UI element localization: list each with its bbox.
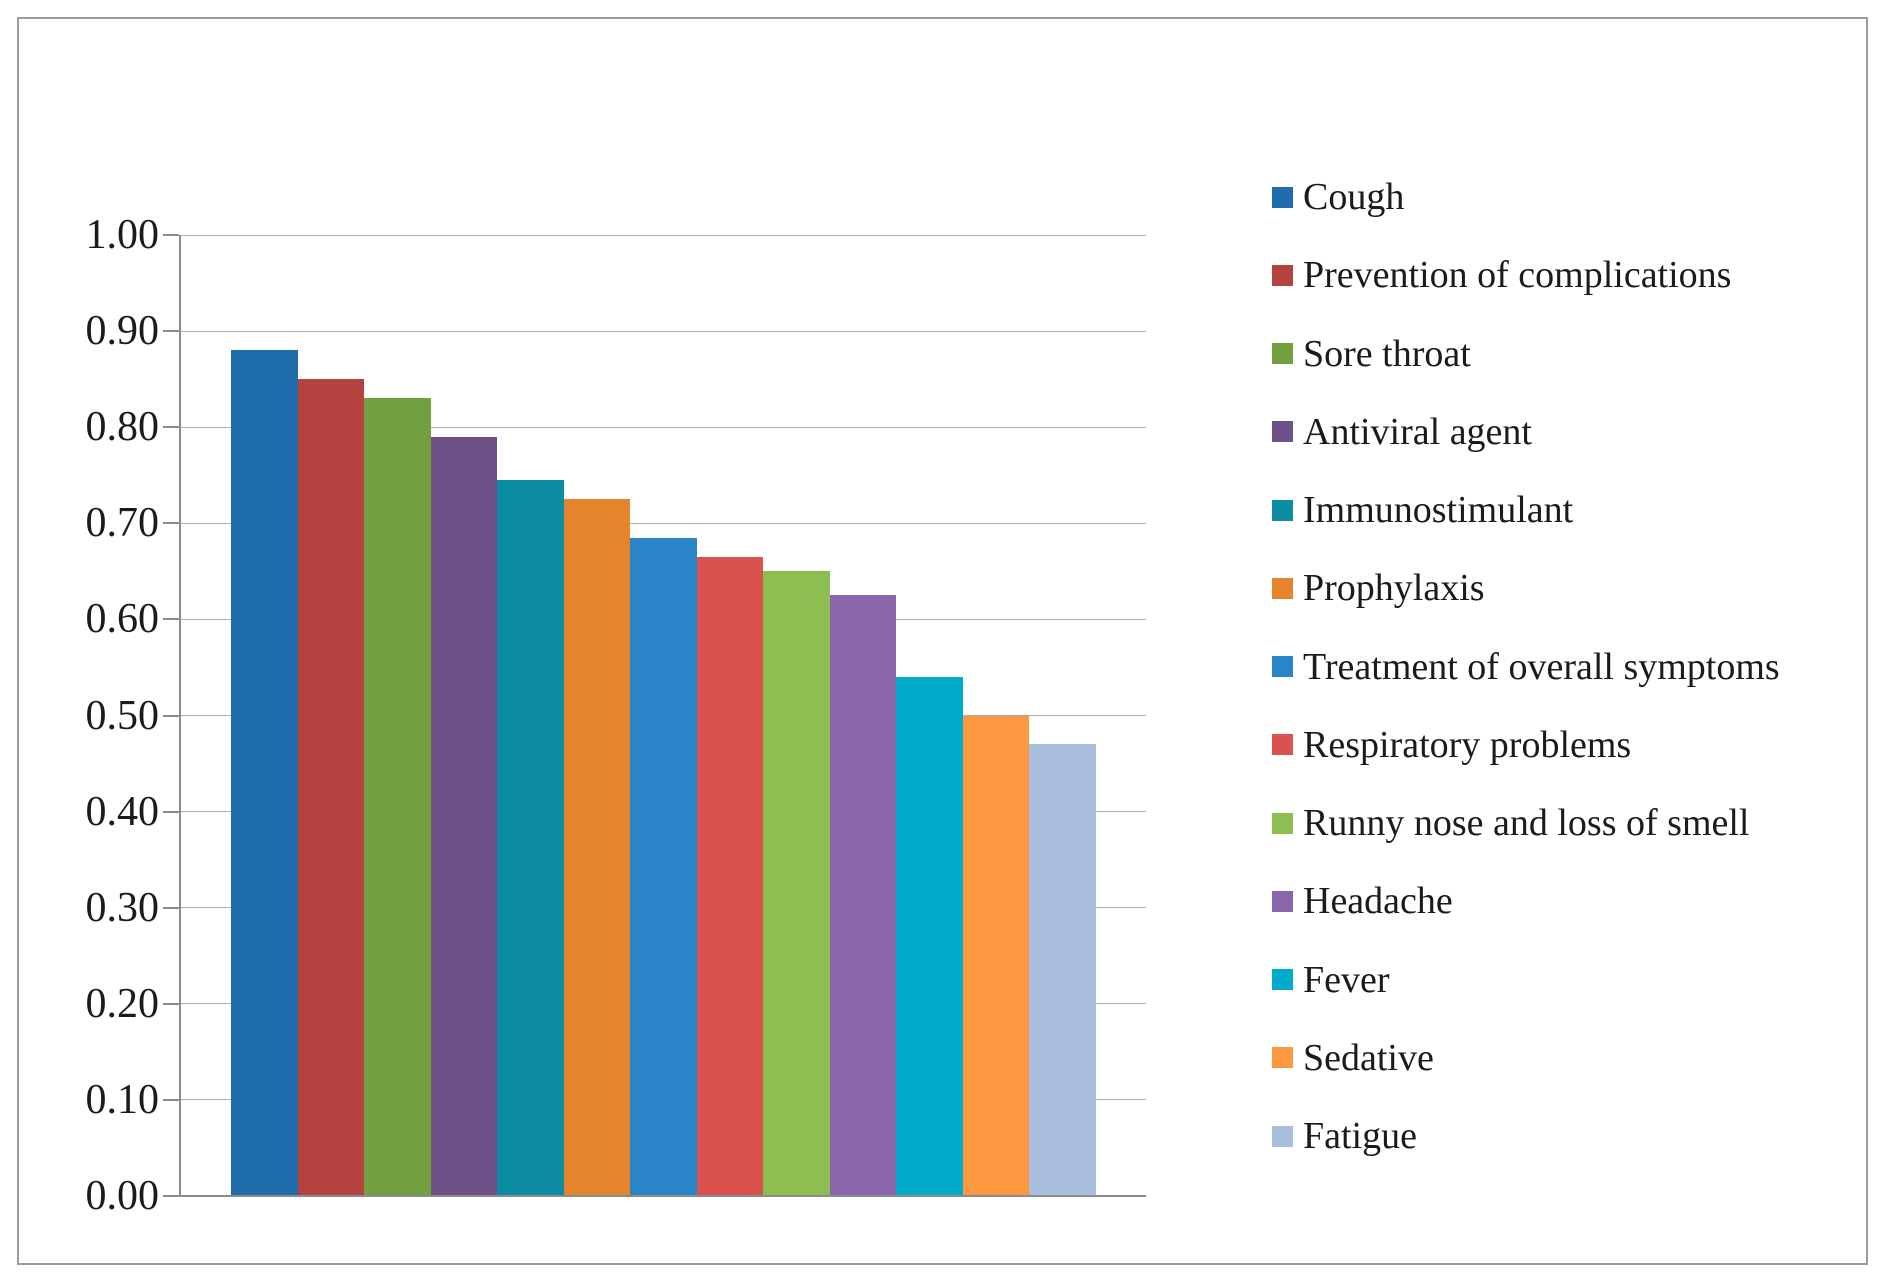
plot-area [163,234,1146,1197]
legend-swatch-prophylaxis [1272,577,1293,599]
legend-label-respiratory-problems: Respiratory problems [1303,723,1632,766]
y-tick-0.40 [163,810,179,813]
legend-swatch-antiviral-agent [1272,421,1293,443]
y-tick-0.20 [163,1002,179,1005]
y-gridline-1.00 [181,234,1146,236]
bar-immunostimulant [497,480,564,1196]
legend-item-runny-nose-and-loss-of-smell: Runny nose and loss of smell [1272,784,1872,862]
y-tick-0.80 [163,426,179,429]
legend-item-antiviral-agent: Antiviral agent [1272,393,1872,471]
y-gridline-0.80 [181,426,1146,428]
legend-label-sore-throat: Sore throat [1303,332,1471,375]
legend-label-treatment-of-overall-symptoms: Treatment of overall symptoms [1303,645,1780,688]
y-tick-0.50 [163,714,179,717]
legend-swatch-cough [1272,186,1293,208]
legend-swatch-runny-nose-and-loss-of-smell [1272,812,1293,834]
legend-label-fever: Fever [1303,958,1390,1001]
legend-item-fever: Fever [1272,941,1872,1019]
y-tick-label-0.40: 0.40 [85,788,160,835]
legend-label-cough: Cough [1303,176,1405,219]
legend-swatch-immunostimulant [1272,499,1293,521]
legend-item-cough: Cough [1272,158,1872,236]
y-gridline-0.70 [181,522,1146,524]
legend-label-prophylaxis: Prophylaxis [1303,567,1485,610]
y-tick-0.00 [163,1195,179,1197]
bar-respiratory-problems [696,556,764,1196]
legend-swatch-sore-throat [1272,343,1293,365]
bar-fatigue [1029,744,1096,1196]
bar-antiviral-agent [430,436,498,1196]
legend-swatch-fatigue [1272,1125,1293,1147]
y-tick-label-0.50: 0.50 [85,692,160,739]
y-tick-0.60 [163,618,179,621]
y-tick-label-0.60: 0.60 [85,596,160,643]
legend-swatch-treatment-of-overall-symptoms [1272,656,1293,678]
y-tick-0.70 [163,522,179,525]
bar-prevention-of-complications [297,379,365,1196]
legend-swatch-prevention-of-complications [1272,264,1293,286]
y-tick-0.30 [163,906,179,909]
legend-label-runny-nose-and-loss-of-smell: Runny nose and loss of smell [1303,802,1750,845]
bar-cough [231,350,298,1196]
legend-swatch-respiratory-problems [1272,734,1293,756]
y-tick-label-1.00: 1.00 [85,212,160,258]
legend-item-prevention-of-complications: Prevention of complications [1272,236,1872,314]
legend-label-immunostimulant: Immunostimulant [1303,489,1574,532]
legend-swatch-sedative [1272,1047,1293,1069]
legend-label-antiviral-agent: Antiviral agent [1303,410,1532,453]
bar-fever [896,677,963,1196]
bar-runny-nose-and-loss-of-smell [763,571,830,1196]
legend-item-immunostimulant: Immunostimulant [1272,471,1872,549]
y-tick-label-0.70: 0.70 [85,500,160,547]
y-tick-label-0.00: 0.00 [85,1173,160,1219]
legend-item-headache: Headache [1272,862,1872,940]
bar-treatment-of-overall-symptoms [630,537,697,1196]
y-tick-1.00 [163,234,179,236]
y-gridline-0.90 [181,330,1146,332]
y-tick-0.10 [163,1098,179,1101]
y-tick-label-0.80: 0.80 [85,404,160,451]
y-tick-0.90 [163,330,179,333]
bar-sore-throat [364,398,431,1196]
legend-label-sedative: Sedative [1303,1036,1434,1079]
legend-item-respiratory-problems: Respiratory problems [1272,706,1872,784]
legend-label-prevention-of-complications: Prevention of complications [1303,254,1732,297]
y-axis-line [179,235,181,1196]
legend-swatch-headache [1272,890,1293,912]
legend-label-fatigue: Fatigue [1303,1115,1417,1158]
legend-label-headache: Headache [1303,880,1453,923]
y-tick-label-0.20: 0.20 [85,980,160,1027]
figure-border: 0.00 0.10 0.20 0.30 0.40 0.50 0.60 0.70 0.80 0.90… [17,17,1868,1265]
legend-item-fatigue: Fatigue [1272,1097,1872,1175]
x-axis-line [179,1195,1146,1197]
bar-sedative [962,715,1030,1196]
legend-item-sore-throat: Sore throat [1272,315,1872,393]
legend-item-prophylaxis: Prophylaxis [1272,549,1872,627]
y-tick-label-0.30: 0.30 [85,884,160,931]
legend: Cough Prevention of complications Sore thr… [1272,158,1872,1175]
legend-swatch-fever [1272,969,1293,991]
bar-headache [829,595,897,1196]
legend-item-sedative: Sedative [1272,1019,1872,1097]
y-tick-label-0.10: 0.10 [85,1076,160,1123]
legend-item-treatment-of-overall-symptoms: Treatment of overall symptoms [1272,628,1872,706]
y-tick-label-0.90: 0.90 [85,308,160,355]
bar-prophylaxis [563,499,631,1196]
